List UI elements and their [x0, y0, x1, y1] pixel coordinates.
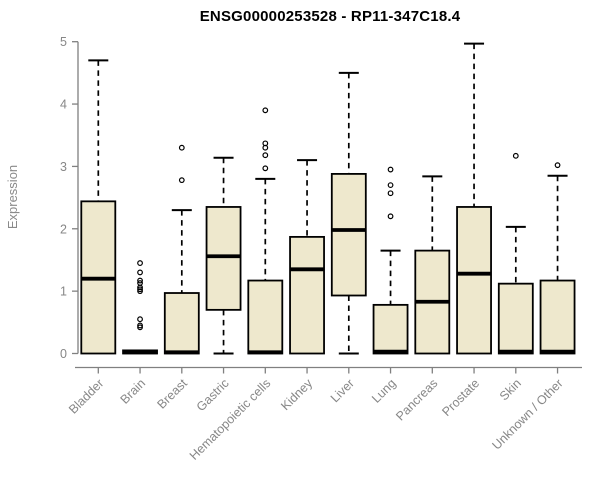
x-category-label: Hematopoietic cells — [187, 376, 274, 463]
outlier-point — [137, 324, 143, 331]
box — [539, 279, 576, 355]
box — [456, 206, 492, 355]
x-category-label: Unknown / Other — [489, 376, 565, 452]
box — [163, 292, 200, 355]
outlier-point — [554, 162, 561, 169]
outlier-point — [262, 165, 269, 172]
box — [330, 173, 367, 297]
outlier-point — [137, 288, 143, 295]
box — [372, 303, 409, 355]
y-tick-label: 2 — [60, 222, 67, 236]
x-category-label: Pancreas — [393, 376, 440, 423]
outlier-point — [137, 260, 143, 266]
y-tick-label: 3 — [60, 160, 67, 174]
x-category-label: Breast — [154, 376, 190, 412]
x-category-label: Liver — [328, 376, 357, 405]
outlier-point — [137, 280, 143, 286]
outlier-point — [137, 286, 143, 293]
outlier-point — [137, 277, 143, 284]
outlier-point — [387, 182, 394, 189]
box — [247, 279, 284, 355]
outlier-point — [137, 322, 143, 329]
x-category-label: Skin — [497, 376, 524, 403]
outlier-point — [137, 316, 143, 323]
y-tick-label: 4 — [60, 98, 67, 112]
outlier-point — [387, 190, 394, 197]
x-category-label: Lung — [369, 376, 399, 406]
y-tick-label: 1 — [60, 285, 67, 299]
outlier-point — [387, 166, 394, 173]
outlier-point — [178, 144, 185, 151]
box — [497, 282, 534, 355]
y-tick-label: 0 — [60, 347, 67, 361]
x-category-label: Gastric — [194, 376, 232, 414]
y-tick-label: 5 — [60, 35, 67, 49]
outlier-point — [262, 107, 269, 114]
outlier-point — [512, 152, 519, 159]
outlier-point — [137, 269, 143, 276]
chart-title: ENSG00000253528 - RP11-347C18.4 — [199, 8, 461, 25]
box — [289, 235, 325, 355]
outlier-point — [262, 140, 269, 147]
x-category-label: Brain — [118, 376, 149, 407]
outlier-point — [262, 152, 269, 159]
x-category-label: Bladder — [66, 376, 106, 416]
outlier-point — [178, 177, 185, 184]
x-category-label: Prostate — [439, 376, 482, 419]
box — [205, 206, 242, 311]
outlier-point — [387, 213, 394, 220]
x-category-label: Kidney — [278, 376, 315, 413]
